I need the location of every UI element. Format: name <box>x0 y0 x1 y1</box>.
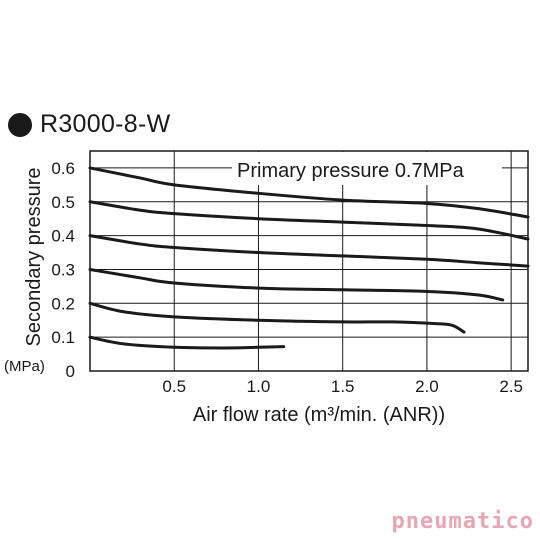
x-tick-label: 2.0 <box>415 377 439 396</box>
annotation-text: Primary pressure 0.7MPa <box>237 160 465 182</box>
logo-text: pneumatico <box>391 509 534 534</box>
x-axis-label: Air flow rate (m³/min. (ANR)) <box>193 404 445 426</box>
y-tick-label: 0 <box>66 362 75 381</box>
curves <box>88 166 530 350</box>
series-line <box>88 267 505 302</box>
annotation-box: Primary pressure 0.7MPa <box>232 152 502 185</box>
chart-title: R3000-8-W <box>40 110 171 138</box>
y-axis-unit: (MPa) <box>4 358 45 375</box>
series-line <box>88 301 466 334</box>
y-tick-label: 0.3 <box>51 260 75 279</box>
x-tick-label: 0.5 <box>162 377 186 396</box>
y-tick-label: 0.6 <box>51 159 75 178</box>
x-tick-label: 1.5 <box>331 377 355 396</box>
pneumatico-logo: pneumatico <box>392 509 534 534</box>
plot-border <box>89 150 529 372</box>
y-tick-label: 0.1 <box>51 328 75 347</box>
x-tick-label: 2.5 <box>499 377 523 396</box>
series-line <box>88 166 530 219</box>
chart-title-row: R3000-8-W <box>8 110 171 139</box>
x-tick-label: 1.0 <box>247 377 271 396</box>
series-line <box>88 335 286 350</box>
y-tick-label: 0.5 <box>51 193 75 212</box>
series-line <box>88 234 530 268</box>
bullet-icon <box>8 112 32 137</box>
grid <box>90 151 528 371</box>
x-tick-labels: 0.5 1.0 1.5 2.0 2.5 <box>162 377 523 396</box>
y-tick-label: 0.4 <box>51 227 75 246</box>
y-axis-label: Secondary pressure <box>23 168 45 347</box>
y-tick-labels: 0 0.1 0.2 0.3 0.4 0.5 0.6 <box>51 159 75 381</box>
series-line <box>88 200 530 241</box>
y-tick-label: 0.2 <box>51 294 75 313</box>
